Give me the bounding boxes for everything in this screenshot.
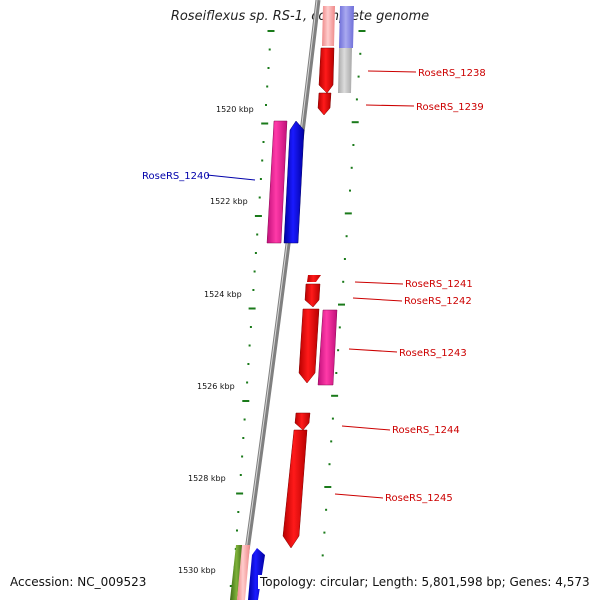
tick-mark <box>252 289 255 291</box>
kbp-label: 1524 kbp <box>204 290 242 299</box>
gene-label-RoseRS_1238[interactable]: RoseRS_1238 <box>418 68 486 79</box>
tick-mark <box>330 440 333 443</box>
gene-top-pale-red[interactable] <box>322 6 335 46</box>
tick-mark <box>350 166 353 169</box>
tick-mark <box>345 235 348 238</box>
gene-RoseRS_1240[interactable] <box>283 120 305 244</box>
tick-mark <box>258 196 261 199</box>
gene-RoseRS_1238[interactable] <box>318 47 335 94</box>
gene-label-RoseRS_1241[interactable]: RoseRS_1241 <box>405 279 473 290</box>
tick-mark <box>357 75 360 78</box>
gene-bottom-salmon[interactable] <box>237 545 250 600</box>
tick-mark <box>236 492 244 495</box>
tick-mark <box>342 280 345 283</box>
tick-mark <box>321 554 324 557</box>
tick-mark <box>243 418 246 421</box>
gene-label-RoseRS_1244[interactable]: RoseRS_1244 <box>392 425 460 436</box>
gene-bottom-green[interactable] <box>230 545 243 600</box>
tick-mark <box>331 417 334 420</box>
gene-bottom-blue[interactable] <box>248 548 265 600</box>
tick-mark <box>355 98 358 101</box>
gene-label-RoseRS_1245[interactable]: RoseRS_1245 <box>385 493 453 504</box>
gene-label-RoseRS_1240[interactable]: RoseRS_1240 <box>142 171 210 182</box>
tick-mark <box>241 455 244 458</box>
gene-RoseRS_1243[interactable] <box>298 308 320 384</box>
tick-mark <box>247 363 250 365</box>
tick-mark <box>338 303 345 306</box>
tick-mark <box>323 531 326 534</box>
accession-label: Accession: NC_009523 <box>8 575 149 589</box>
tick-mark <box>261 159 264 162</box>
tick-mark <box>261 122 269 125</box>
tick-mark <box>328 463 331 466</box>
tick-mark <box>359 52 362 55</box>
gene-label-RoseRS_1243[interactable]: RoseRS_1243 <box>399 348 467 359</box>
kbp-label: 1530 kbp <box>178 566 216 575</box>
kbp-label: 1528 kbp <box>188 474 226 483</box>
gene-label-RoseRS_1242[interactable]: RoseRS_1242 <box>404 296 472 307</box>
tick-mark <box>248 307 256 310</box>
gene-labels: RoseRS_1238 RoseRS_1239 RoseRS_1240 Rose… <box>142 68 486 504</box>
gene-RoseRS_1241[interactable] <box>307 275 321 282</box>
tick-mark <box>262 141 265 143</box>
kbp-label: 1520 kbp <box>216 105 254 114</box>
tick-mark <box>265 104 267 106</box>
tick-mark <box>242 437 245 439</box>
tick-mark <box>236 529 238 532</box>
gene-RoseRS_1240-pink[interactable] <box>266 120 288 244</box>
genome-info-label: Topology: circular; Length: 5,801,598 bp… <box>258 575 592 589</box>
genome-title: Roseiflexus sp. RS-1, complete genome <box>170 9 430 24</box>
tick-mark <box>239 474 242 476</box>
gene-RoseRS_1243-pink[interactable] <box>317 309 338 386</box>
gene-RoseRS_1238-gray[interactable] <box>338 48 352 93</box>
tick-mark <box>337 349 340 352</box>
label-leader-lines <box>206 70 417 499</box>
tick-mark <box>344 212 352 215</box>
genome-backbone-highlight <box>238 0 318 600</box>
tick-mark <box>254 252 257 254</box>
tick-mark <box>358 30 366 32</box>
tick-mark <box>268 48 271 51</box>
kbp-label: 1526 kbp <box>197 382 235 391</box>
gene-RoseRS_1239[interactable] <box>317 92 332 116</box>
tick-mark <box>256 233 259 236</box>
gene-top-pale-blue[interactable] <box>339 6 354 48</box>
tick-mark <box>331 394 339 397</box>
tick-mark <box>253 270 256 273</box>
tick-mark <box>325 508 328 511</box>
tick-mark <box>335 372 338 374</box>
tick-mark <box>237 511 240 513</box>
tick-mark <box>249 326 252 328</box>
gene-RoseRS_1245[interactable] <box>282 429 308 549</box>
tick-mark <box>248 344 251 347</box>
tick-mark <box>338 326 341 329</box>
tick-mark <box>254 215 262 217</box>
gene-label-RoseRS_1239[interactable]: RoseRS_1239 <box>416 102 484 113</box>
genome-backbone <box>237 0 321 600</box>
tick-mark <box>259 178 262 180</box>
tick-mark <box>343 258 346 260</box>
tick-mark <box>349 189 351 192</box>
tick-mark <box>242 400 250 402</box>
tick-mark <box>351 121 359 124</box>
kbp-markers: 1520 kbp 1522 kbp 1524 kbp 1526 kbp 1528… <box>178 105 254 575</box>
gene-RoseRS_1242[interactable] <box>304 283 321 308</box>
tick-mark <box>246 381 249 384</box>
tick-mark <box>266 85 269 88</box>
gene-RoseRS_1244[interactable] <box>294 412 311 431</box>
kbp-label: 1522 kbp <box>210 197 248 206</box>
tick-mark <box>352 144 355 146</box>
tick-mark <box>324 486 332 488</box>
tick-mark <box>267 67 270 69</box>
tick-mark <box>267 30 275 32</box>
